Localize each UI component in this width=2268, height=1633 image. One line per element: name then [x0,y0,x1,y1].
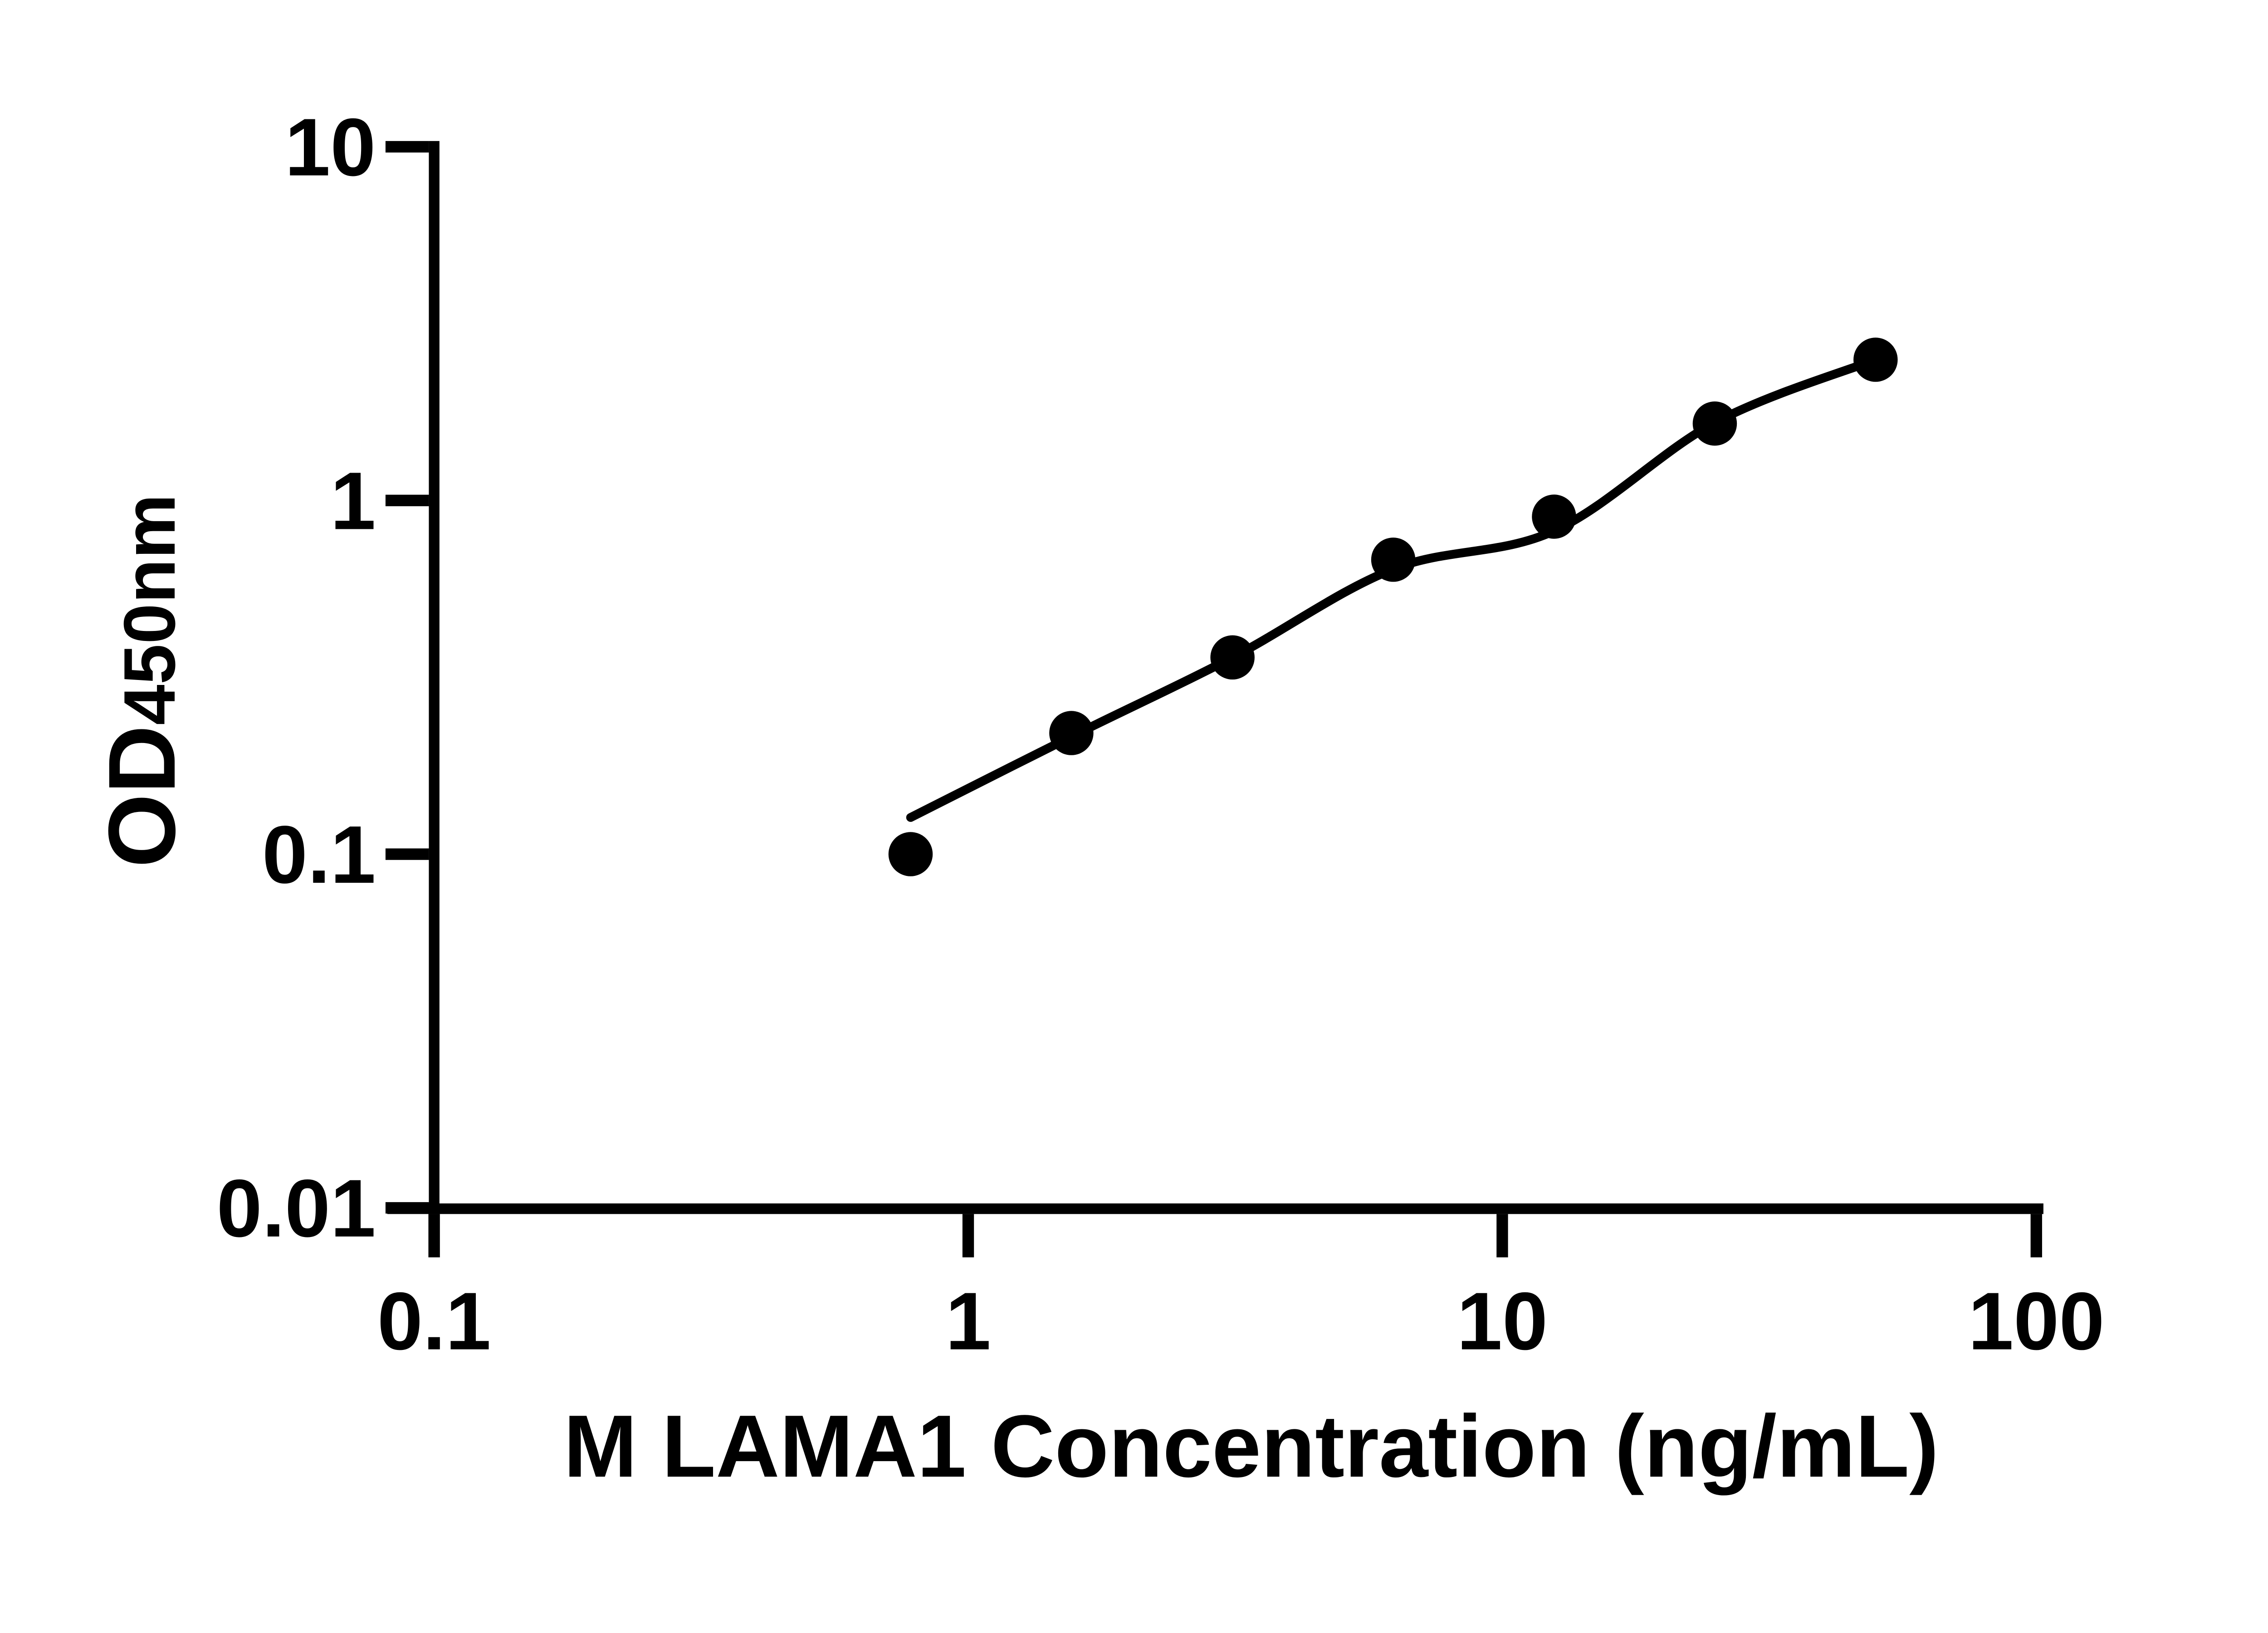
y-tick-label: 0.1 [262,809,376,900]
y-axis-title-sub: 450nm [109,494,191,725]
data-point [1371,538,1416,582]
data-point [1210,635,1255,680]
y-tick-label: 0.01 [217,1163,376,1254]
data-point [1692,401,1737,446]
x-tick-label: 1 [945,1276,991,1367]
x-tick-label: 10 [1457,1276,1548,1367]
y-axis-title-main: OD [89,725,195,868]
x-axis-title: M LAMA1 Concentration (ng/mL) [563,1397,1939,1496]
x-tick-label: 100 [1968,1276,2105,1367]
elisa-standard-curve-figure: 10 1 0.1 0.01 0.1 1 10 100 M LAMA1 Concentratio… [88,102,2105,1496]
data-point [888,832,933,876]
y-tick-label: 10 [285,102,376,193]
data-point [1049,711,1094,755]
data-point [1532,494,1576,539]
data-point [1853,337,1898,382]
x-tick-label: 0.1 [377,1276,491,1367]
data-point-layer [888,337,1898,876]
y-tick-label: 1 [330,455,376,547]
y-axis-title: OD450nm [89,494,195,868]
